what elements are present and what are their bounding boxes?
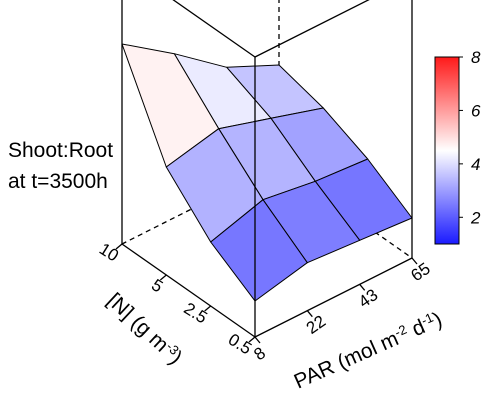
y-tick-mark	[204, 305, 212, 312]
x-tick-label: 65	[407, 259, 433, 285]
y-tick-label: 5	[148, 275, 166, 296]
box-edge	[121, 243, 256, 338]
axis-label-superscript: -2	[392, 321, 409, 339]
colorbar-ticks: 8 6 4 2	[459, 48, 481, 227]
colorbar-tick-label: 6	[471, 101, 481, 120]
y-tick-label: 10	[96, 239, 122, 265]
y-tick-mark	[115, 243, 123, 250]
axis-label-superscript: -1	[419, 309, 436, 327]
z-axis-title-line2: at t=3500h	[8, 170, 108, 193]
x-tick-mark	[411, 257, 418, 265]
surface	[121, 43, 413, 302]
x-tick-mark	[359, 283, 366, 291]
x-tick-mark	[306, 310, 313, 318]
z-axis-title-line1: Shoot:Root	[8, 139, 113, 162]
box-edge	[254, 0, 370, 58]
colorbar: 8 6 4 2	[434, 48, 481, 245]
axis-label-text: PAR (mol m	[291, 327, 402, 393]
colorbar-tick-label: 2	[470, 208, 481, 227]
axis-label-text: [N] (g m	[103, 289, 173, 357]
y-tick-mark	[159, 274, 167, 281]
colorbar-tick-label: 8	[471, 48, 481, 67]
colorbar-gradient	[434, 56, 460, 245]
plot-box-front	[121, 0, 413, 338]
box-edge	[254, 257, 413, 338]
surface-patch	[210, 199, 308, 302]
y-axis-label: [N] (g m-3)	[103, 288, 188, 370]
x-tick-mark	[254, 336, 261, 344]
colorbar-tick-label: 4	[471, 155, 480, 174]
x-tick-label: 22	[303, 312, 329, 338]
x-tick-label: 43	[355, 285, 381, 311]
y-tick-mark	[248, 336, 256, 343]
box-edge	[172, 0, 256, 58]
x-tick-label: 8	[250, 343, 269, 364]
